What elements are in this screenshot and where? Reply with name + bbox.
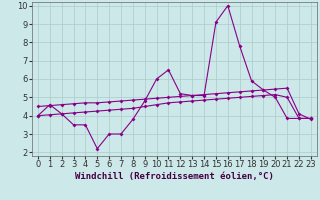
X-axis label: Windchill (Refroidissement éolien,°C): Windchill (Refroidissement éolien,°C) [75,172,274,181]
